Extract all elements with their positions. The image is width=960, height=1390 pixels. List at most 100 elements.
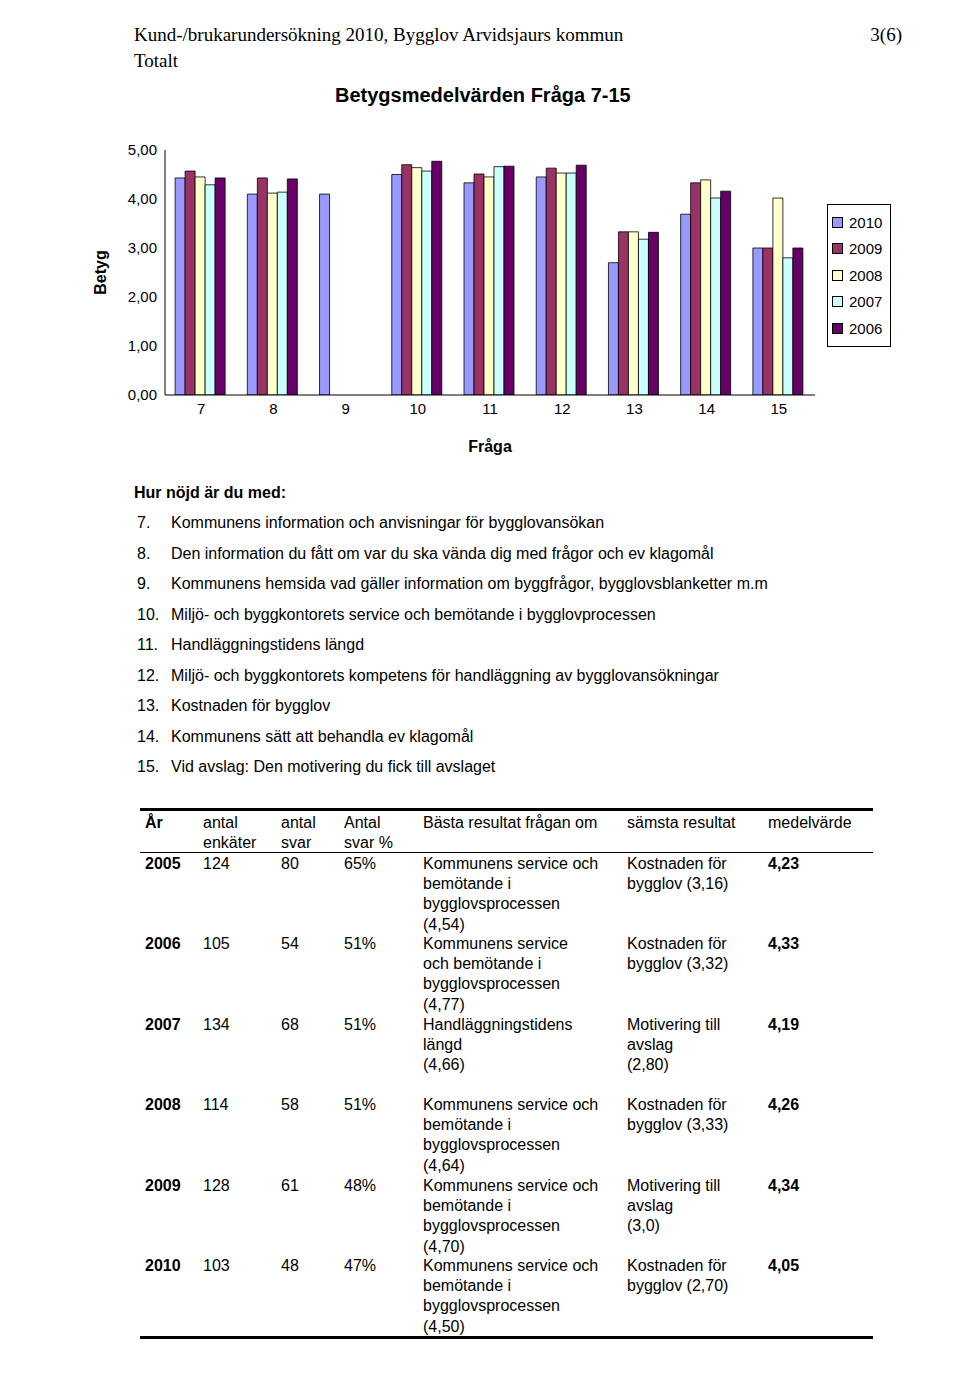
html-text:51%: 51% (344, 1016, 376, 1033)
html-text:Miljö- och byggkontorets servi: Miljö- och byggkontorets service och bem… (171, 605, 656, 623)
html-text:14.: 14. (137, 727, 160, 745)
html-text:65%: 65% (344, 855, 376, 872)
html-text:avslag: avslag (627, 1036, 674, 1054)
html-text:bygglovsprocessen: bygglovsprocessen (423, 1136, 560, 1154)
html-text:Hur nöjd är du med:: Hur nöjd är du med: (134, 484, 286, 501)
html-text:(2,80): (2,80) (627, 1056, 669, 1074)
html-text:Vid avslag: Den motivering du: Vid avslag: Den motivering du fick till … (171, 758, 496, 775)
html-text:Kommunens information och anvi: Kommunens information och anvisningar fö… (171, 514, 605, 531)
html-text:15.: 15. (137, 758, 160, 775)
html-text:Kostnaden för: Kostnaden för (627, 855, 727, 872)
html-text:105: 105 (203, 935, 230, 952)
svg-text:8: 8 (269, 400, 277, 417)
html-text:80: 80 (281, 855, 299, 872)
html-text:10.: 10. (137, 605, 160, 623)
html-text:(4,77): (4,77) (423, 995, 465, 1013)
html-text:2009: 2009 (849, 240, 883, 258)
html-text:Den information du fått om var: Den information du fått om var du ska vä… (171, 544, 714, 562)
html-text:13.: 13. (137, 697, 160, 714)
html-text:Betygsmedelvärden Fråga 7-15: Betygsmedelvärden Fråga 7-15 (335, 84, 631, 106)
html-text:2006: 2006 (145, 935, 181, 952)
svg-text:5,00: 5,00 (128, 141, 157, 158)
svg-text:1,00: 1,00 (128, 337, 157, 354)
html-text:(4,66): (4,66) (423, 1056, 465, 1074)
svg-text:14: 14 (698, 400, 715, 417)
html-text:2008: 2008 (849, 266, 883, 284)
html-text:antal: antal (281, 814, 316, 831)
svg-text:3,00: 3,00 (128, 239, 157, 256)
html-text:(4,64): (4,64) (423, 1156, 465, 1174)
html-text:sämsta resultat: sämsta resultat (627, 814, 736, 831)
html-text:4,33: 4,33 (768, 935, 800, 952)
html-text:Kommunens hemsida vad gäller i: Kommunens hemsida vad gäller information… (171, 575, 768, 592)
svg-text:Betyg: Betyg (92, 250, 109, 294)
html-text:2010: 2010 (849, 213, 883, 231)
html-text:68: 68 (281, 1016, 299, 1033)
html-text:och bemötande i: och bemötande i (423, 955, 542, 973)
svg-text:15: 15 (771, 400, 788, 417)
html-text:medelvärde: medelvärde (768, 814, 852, 831)
html-text:3(6): 3(6) (870, 24, 902, 45)
html-text:2005: 2005 (145, 855, 181, 872)
html-text:(3,0): (3,0) (627, 1217, 660, 1235)
svg-text:11: 11 (482, 400, 498, 417)
html-text:Antal: Antal (344, 814, 381, 831)
html-text:(4,54): (4,54) (423, 915, 465, 933)
html-text:enkäter: enkäter (203, 834, 257, 852)
html-text:Motivering till: Motivering till (627, 1016, 721, 1033)
html-text:bygglovsprocessen: bygglovsprocessen (423, 1297, 560, 1315)
html-text:bemötande i: bemötande i (423, 875, 512, 893)
html-text:bygglovsprocessen: bygglovsprocessen (423, 975, 560, 993)
svg-text:2,00: 2,00 (128, 288, 157, 305)
svg-text:13: 13 (626, 400, 643, 417)
html-text:antal: antal (203, 814, 238, 831)
html-text:Miljö- och byggkontorets kompe: Miljö- och byggkontorets kompetens för h… (171, 666, 719, 684)
svg-text:7: 7 (197, 400, 205, 417)
html-text:svar %: svar % (344, 834, 393, 852)
html-text:11.: 11. (137, 636, 159, 653)
html-text:Kommunens service: Kommunens service (423, 935, 568, 952)
html-text:2006: 2006 (849, 319, 883, 337)
html-text:Totalt: Totalt (134, 50, 179, 71)
html-text:2007: 2007 (145, 1016, 181, 1033)
html-text:2008: 2008 (145, 1096, 181, 1113)
html-text:Kund-/brukarundersökning 2010,: Kund-/brukarundersökning 2010, Bygglov A… (134, 24, 624, 45)
html-text:bygglov (3,33): bygglov (3,33) (627, 1116, 729, 1134)
html-text:124: 124 (203, 855, 230, 872)
html-text:114: 114 (203, 1096, 229, 1113)
html-text:Kostnaden för: Kostnaden för (627, 935, 727, 952)
html-text:bemötande i: bemötande i (423, 1116, 512, 1134)
html-text:12.: 12. (137, 666, 160, 684)
html-text:54: 54 (281, 935, 299, 952)
html-text:bygglov (2,70): bygglov (2,70) (627, 1277, 729, 1295)
html-text:134: 134 (203, 1016, 230, 1033)
svg-text:12: 12 (554, 400, 571, 417)
html-text:bemötande i: bemötande i (423, 1197, 512, 1215)
html-text:bygglovsprocessen: bygglovsprocessen (423, 1217, 560, 1235)
html-text:Handläggningstidens längd: Handläggningstidens längd (171, 636, 364, 653)
html-text:Bästa resultat frågan om: Bästa resultat frågan om (423, 814, 598, 831)
html-text:2007: 2007 (849, 293, 883, 311)
html-text:bygglov (3,32): bygglov (3,32) (627, 955, 729, 973)
html-text:(4,50): (4,50) (423, 1317, 465, 1335)
html-text:bygglov (3,16): bygglov (3,16) (627, 875, 729, 893)
html-text:Kostnaden för bygglov: Kostnaden för bygglov (171, 697, 331, 714)
html-text:svar: svar (281, 834, 312, 852)
html-text:År: År (145, 814, 163, 831)
svg-text:Fråga: Fråga (468, 438, 512, 455)
html-text:4,19: 4,19 (768, 1016, 800, 1033)
html-text:bemötande i: bemötande i (423, 1277, 512, 1295)
svg-text:0,00: 0,00 (128, 386, 157, 403)
html-text:avslag: avslag (627, 1197, 674, 1215)
html-text:Handläggningstidens: Handläggningstidens (423, 1016, 573, 1033)
html-text:(4,70): (4,70) (423, 1237, 465, 1255)
html-text:4,23: 4,23 (768, 855, 800, 872)
html-text:bygglovsprocessen: bygglovsprocessen (423, 895, 560, 913)
html-text:Kommunens service och: Kommunens service och (423, 855, 599, 872)
html-text:längd: längd (423, 1036, 463, 1054)
svg-text:4,00: 4,00 (128, 190, 157, 207)
svg-text:9: 9 (341, 400, 349, 417)
html-text:Kommunens sätt att behandla ev: Kommunens sätt att behandla ev klagomål (171, 727, 474, 745)
svg-text:10: 10 (409, 400, 426, 417)
html-text:51%: 51% (344, 935, 376, 952)
